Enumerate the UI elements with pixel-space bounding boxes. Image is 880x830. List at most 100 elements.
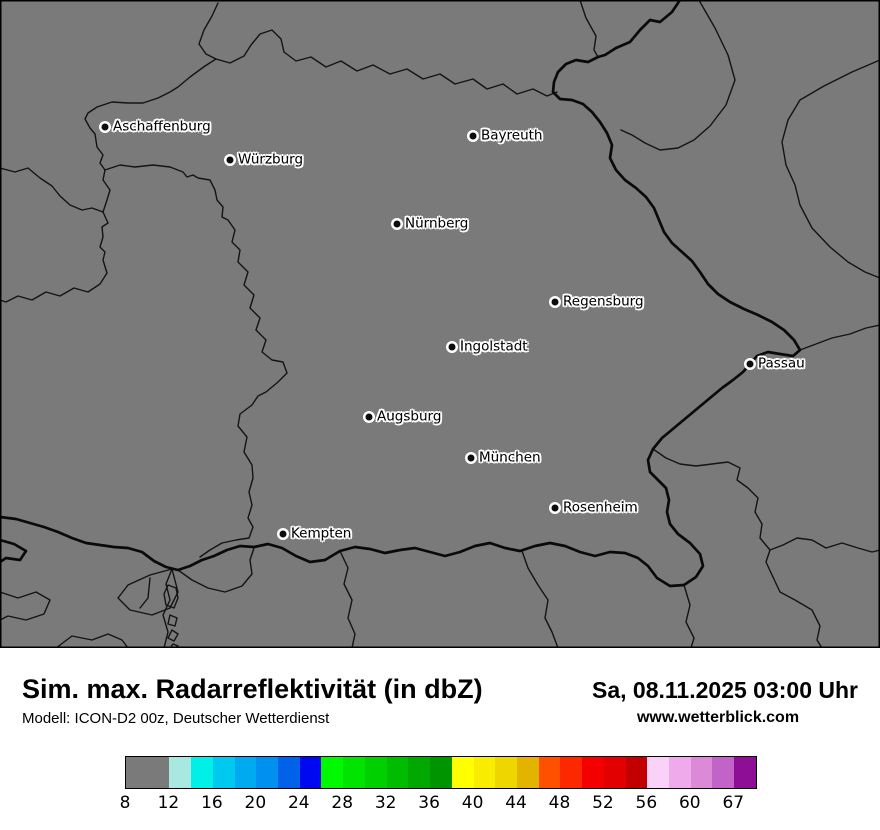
border-hesse-thuringia xyxy=(198,2,219,60)
border-hesse-bw-south xyxy=(0,169,111,303)
border-swiss-austria xyxy=(162,568,173,648)
colorbar-tick: 40 xyxy=(461,793,484,813)
city-label: Kempten xyxy=(291,525,352,542)
borders-layer xyxy=(0,0,880,648)
colorbar-segment xyxy=(191,757,213,788)
colorbar-segment xyxy=(603,757,626,788)
border-bavaria-north xyxy=(215,29,558,97)
city-dot-icon xyxy=(469,132,477,140)
colorbar-segment xyxy=(234,757,257,788)
colorbar-segment xyxy=(169,757,192,788)
colorbar-segment xyxy=(212,757,235,788)
colorbar-segment xyxy=(582,757,604,788)
colorbar-segment xyxy=(625,757,648,788)
colorbar-tick: 12 xyxy=(157,793,180,813)
border-vorarlberg-loop xyxy=(117,568,179,616)
colorbar-tick: 60 xyxy=(678,793,701,813)
border-austria-czech xyxy=(799,324,880,351)
city-label: Würzburg xyxy=(238,151,304,168)
city-label: München xyxy=(479,449,541,466)
colorbar-tick: 67 xyxy=(722,793,745,813)
colorbar-tick: 32 xyxy=(374,793,397,813)
colorbar-segment xyxy=(495,757,517,788)
border-hesse-bw-west xyxy=(0,167,104,213)
colorbar-segment xyxy=(734,757,756,788)
colorbar-tick: 48 xyxy=(548,793,571,813)
map-frame xyxy=(0,0,880,648)
city-dot-icon xyxy=(746,360,754,368)
colorbar-segment xyxy=(473,757,496,788)
colorbar-tick: 20 xyxy=(244,793,267,813)
city-label: Ingolstadt xyxy=(460,338,528,355)
colorbar-segment xyxy=(538,757,561,788)
city-dot-icon xyxy=(448,343,456,351)
border-thuringia-saxony xyxy=(579,0,599,58)
city-label: Rosenheim xyxy=(563,499,638,516)
city-dot-icon xyxy=(467,454,475,462)
colorbar-segment xyxy=(126,757,170,788)
colorbar-segment xyxy=(256,757,279,788)
colorbar-segment xyxy=(408,757,431,788)
map-title: Sim. max. Radarreflektivität (in dbZ) xyxy=(22,674,483,704)
city-dot-icon xyxy=(279,530,287,538)
border-bavaria-west xyxy=(84,58,288,558)
city-label: Regensburg xyxy=(563,293,644,310)
city-label: Passau xyxy=(758,355,805,372)
reflectivity-colorbar xyxy=(125,756,757,789)
border-czech-internal-b xyxy=(781,59,880,279)
colorbar-tick: 36 xyxy=(418,793,440,813)
city-label: Nürnberg xyxy=(405,215,469,232)
border-austria-internal-east xyxy=(652,448,880,553)
border-germany-czech xyxy=(551,0,802,366)
valid-datetime: Sa, 08.11.2025 03:00 Uhr xyxy=(592,677,858,703)
city-dot-icon xyxy=(393,220,401,228)
colorbar-segment xyxy=(343,757,365,788)
colorbar-segment xyxy=(690,757,713,788)
colorbar-tick: 56 xyxy=(635,793,658,813)
colorbar-segment xyxy=(668,757,691,788)
colorbar-segment xyxy=(321,757,344,788)
border-allgaeu-vorarlberg xyxy=(177,547,255,593)
colorbar-segment xyxy=(560,757,583,788)
colorbar-tick: 8 xyxy=(119,793,131,813)
border-austria-internal-south xyxy=(765,549,823,648)
colorbar-segment xyxy=(451,757,474,788)
border-germany-austria xyxy=(0,362,752,588)
colorbar-segment xyxy=(516,757,539,788)
city-dot-icon xyxy=(365,413,373,421)
city-dot-icon xyxy=(101,123,109,131)
city-markers-layer: Aschaffenburg Würzburg Bayreuth Nürnberg Reg… xyxy=(101,118,805,542)
border-tyrol-b xyxy=(339,550,356,648)
border-salzburg-south xyxy=(683,584,695,648)
colorbar-segment xyxy=(430,757,452,788)
colorbar-tick-labels: 8 12 16 20 24 28 32 36 40 44 48 52 56 60 67 xyxy=(120,793,755,815)
model-info: Modell: ICON-D2 00z, Deutscher Wetterdie… xyxy=(22,710,330,727)
city-label: Aschaffenburg xyxy=(113,118,211,135)
colorbar-segment xyxy=(299,757,322,788)
radar-map: Aschaffenburg Würzburg Bayreuth Nürnberg Reg… xyxy=(0,0,880,648)
city-dot-icon xyxy=(226,156,234,164)
colorbar-tick: 44 xyxy=(505,793,527,813)
colorbar-segment xyxy=(278,757,300,788)
website-url: www.wetterblick.com xyxy=(636,709,800,726)
city-dot-icon xyxy=(551,298,559,306)
border-corner-a xyxy=(0,591,51,621)
liechtenstein-outline xyxy=(163,584,179,609)
state-borders xyxy=(0,0,880,648)
border-tyrol-a xyxy=(521,550,559,648)
city-label: Bayreuth xyxy=(481,127,543,144)
colorbar-segment xyxy=(364,757,387,788)
caption-area: Sim. max. Radarreflektivität (in dbZ) Sa… xyxy=(0,648,880,830)
bodensee-hook xyxy=(0,538,28,564)
city-label: Augsburg xyxy=(377,408,442,425)
border-czech-internal-a xyxy=(620,1,736,151)
national-borders xyxy=(0,0,802,588)
colorbar-segment xyxy=(712,757,735,788)
colorbar-tick: 24 xyxy=(287,793,310,813)
colorbar-segment xyxy=(647,757,669,788)
colorbar-tick: 52 xyxy=(592,793,614,813)
colorbar-segment xyxy=(386,757,409,788)
border-corner-b xyxy=(55,633,129,648)
colorbar-tick: 28 xyxy=(331,793,354,813)
